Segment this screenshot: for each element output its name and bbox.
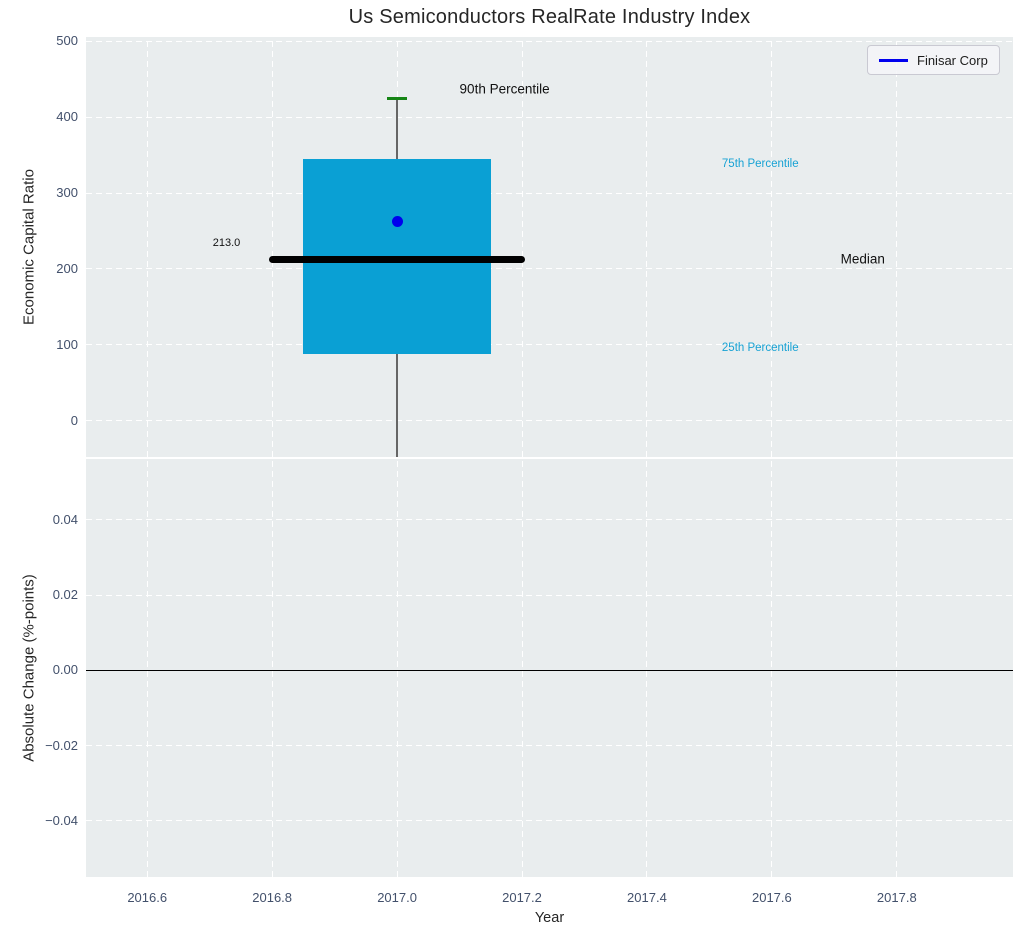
x-gridline (146, 459, 148, 877)
y-tick-label: −0.02 (45, 737, 78, 753)
median-line (269, 255, 525, 263)
y-tick-label: 300 (56, 185, 78, 200)
x-axis-label: Year (534, 910, 565, 926)
x-tick-label: 2017.8 (876, 890, 917, 905)
axes-separator (86, 457, 1013, 459)
x-tick-label: 2017.2 (502, 890, 542, 905)
x-gridline (646, 37, 648, 457)
p90-cap (387, 96, 408, 100)
y-gridline (86, 268, 1013, 270)
annotation-75th-percentile: 75th Percentile (721, 158, 799, 171)
legend: Finisar Corp (867, 45, 1000, 75)
annotation-25th-percentile: 25th Percentile (721, 342, 799, 355)
axes-absolute-change (86, 459, 1013, 877)
x-gridline (771, 37, 773, 457)
x-gridline (396, 459, 398, 877)
annotation-90th-percentile: 90th Percentile (459, 81, 550, 97)
x-gridline (146, 37, 148, 457)
y-tick-label: 100 (56, 336, 78, 352)
y-tick-label: 0.04 (52, 511, 78, 527)
annotation-median: Median (840, 251, 885, 267)
x-gridline (771, 459, 773, 877)
x-gridline (896, 37, 898, 457)
y-gridline (86, 745, 1013, 747)
legend-label: Finisar Corp (917, 52, 988, 68)
x-gridline (271, 459, 273, 877)
annotation-213-0: 213.0 (212, 237, 241, 250)
y-tick-label: 400 (56, 109, 78, 125)
x-tick-label: 2016.6 (127, 890, 168, 905)
y-gridline (86, 344, 1013, 346)
x-gridline (521, 459, 523, 877)
y-gridline (86, 116, 1013, 118)
y-gridline (86, 820, 1013, 822)
legend-line-sample (879, 58, 908, 62)
y-tick-label: 0 (70, 412, 78, 428)
x-gridline (271, 37, 273, 457)
x-gridline (521, 37, 523, 457)
company-point (391, 216, 403, 228)
x-tick-label: 2017.4 (627, 890, 667, 905)
x-tick-label: 2016.8 (252, 890, 293, 905)
x-gridline (646, 459, 648, 877)
x-gridline (896, 459, 898, 877)
y-gridline (86, 40, 1013, 42)
y-gridline (86, 594, 1013, 596)
y-tick-label: 0.00 (52, 662, 78, 678)
chart-title: Us Semiconductors RealRate Industry Inde… (348, 6, 751, 28)
y-tick-label: 500 (56, 33, 78, 49)
y-gridline (86, 519, 1013, 521)
y-tick-label: −0.04 (45, 812, 78, 828)
x-tick-label: 2017.6 (751, 890, 792, 905)
axes-economic-capital-ratio: 213.0 90th Percentile 75th Percentile 25th … (86, 37, 1013, 457)
x-tick-label: 2017.0 (377, 890, 417, 905)
y-tick-label: 0.02 (52, 587, 78, 603)
zero-line (86, 669, 1013, 672)
y-gridline (86, 420, 1013, 422)
y-gridline (86, 192, 1013, 194)
y-tick-label: 200 (56, 260, 78, 276)
